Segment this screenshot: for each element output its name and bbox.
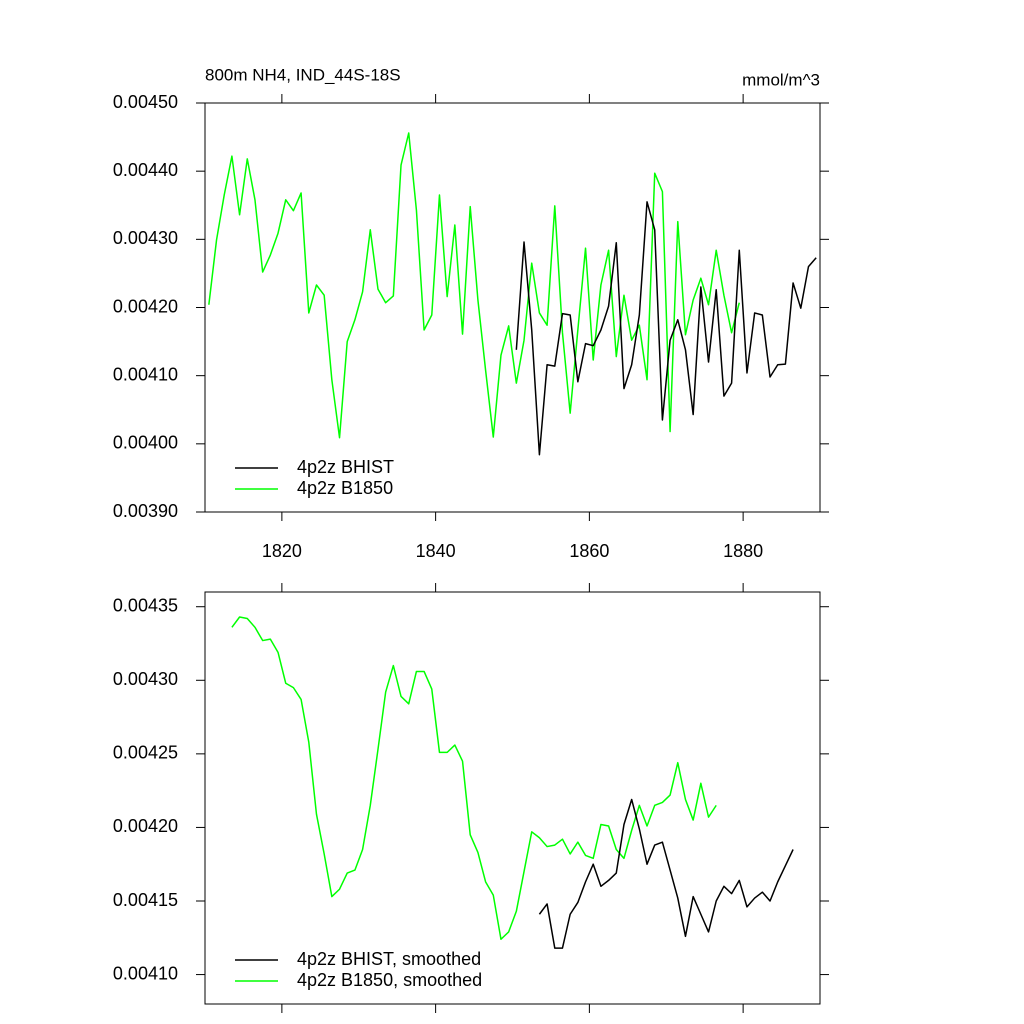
units-label: mmol/m^3 [742,70,820,89]
y-tick-label: 0.00420 [113,816,178,836]
plot-frame [204,591,821,1005]
series-line [538,798,794,949]
y-tick-label: 0.00400 [113,433,178,453]
x-tick-label: 1820 [262,541,302,561]
legend-label: 4p2z BHIST [297,457,394,477]
chart-title: 800m NH4, IND_44S-18S [205,65,401,84]
x-tick-label: 1880 [723,541,763,561]
y-tick-label: 0.00440 [113,160,178,180]
x-tick-label: 1840 [416,541,456,561]
legend-label: 4p2z B1850 [297,478,393,498]
y-tick-label: 0.00430 [113,669,178,689]
legend-label: 4p2z B1850, smoothed [297,970,482,990]
series-line [515,201,817,456]
y-tick-label: 0.00450 [113,92,178,112]
y-tick-label: 0.00430 [113,228,178,248]
y-tick-label: 0.00420 [113,296,178,316]
y-tick-label: 0.00410 [113,364,178,384]
series-line [231,616,717,941]
series-line [208,132,741,439]
x-tick-label: 1860 [569,541,609,561]
y-tick-label: 0.00425 [113,743,178,763]
legend-label: 4p2z BHIST, smoothed [297,949,481,969]
y-tick-label: 0.00415 [113,890,178,910]
y-tick-label: 0.00435 [113,595,178,615]
y-tick-label: 0.00410 [113,963,178,983]
plot-frame [204,102,821,513]
y-tick-label: 0.00390 [113,501,178,521]
